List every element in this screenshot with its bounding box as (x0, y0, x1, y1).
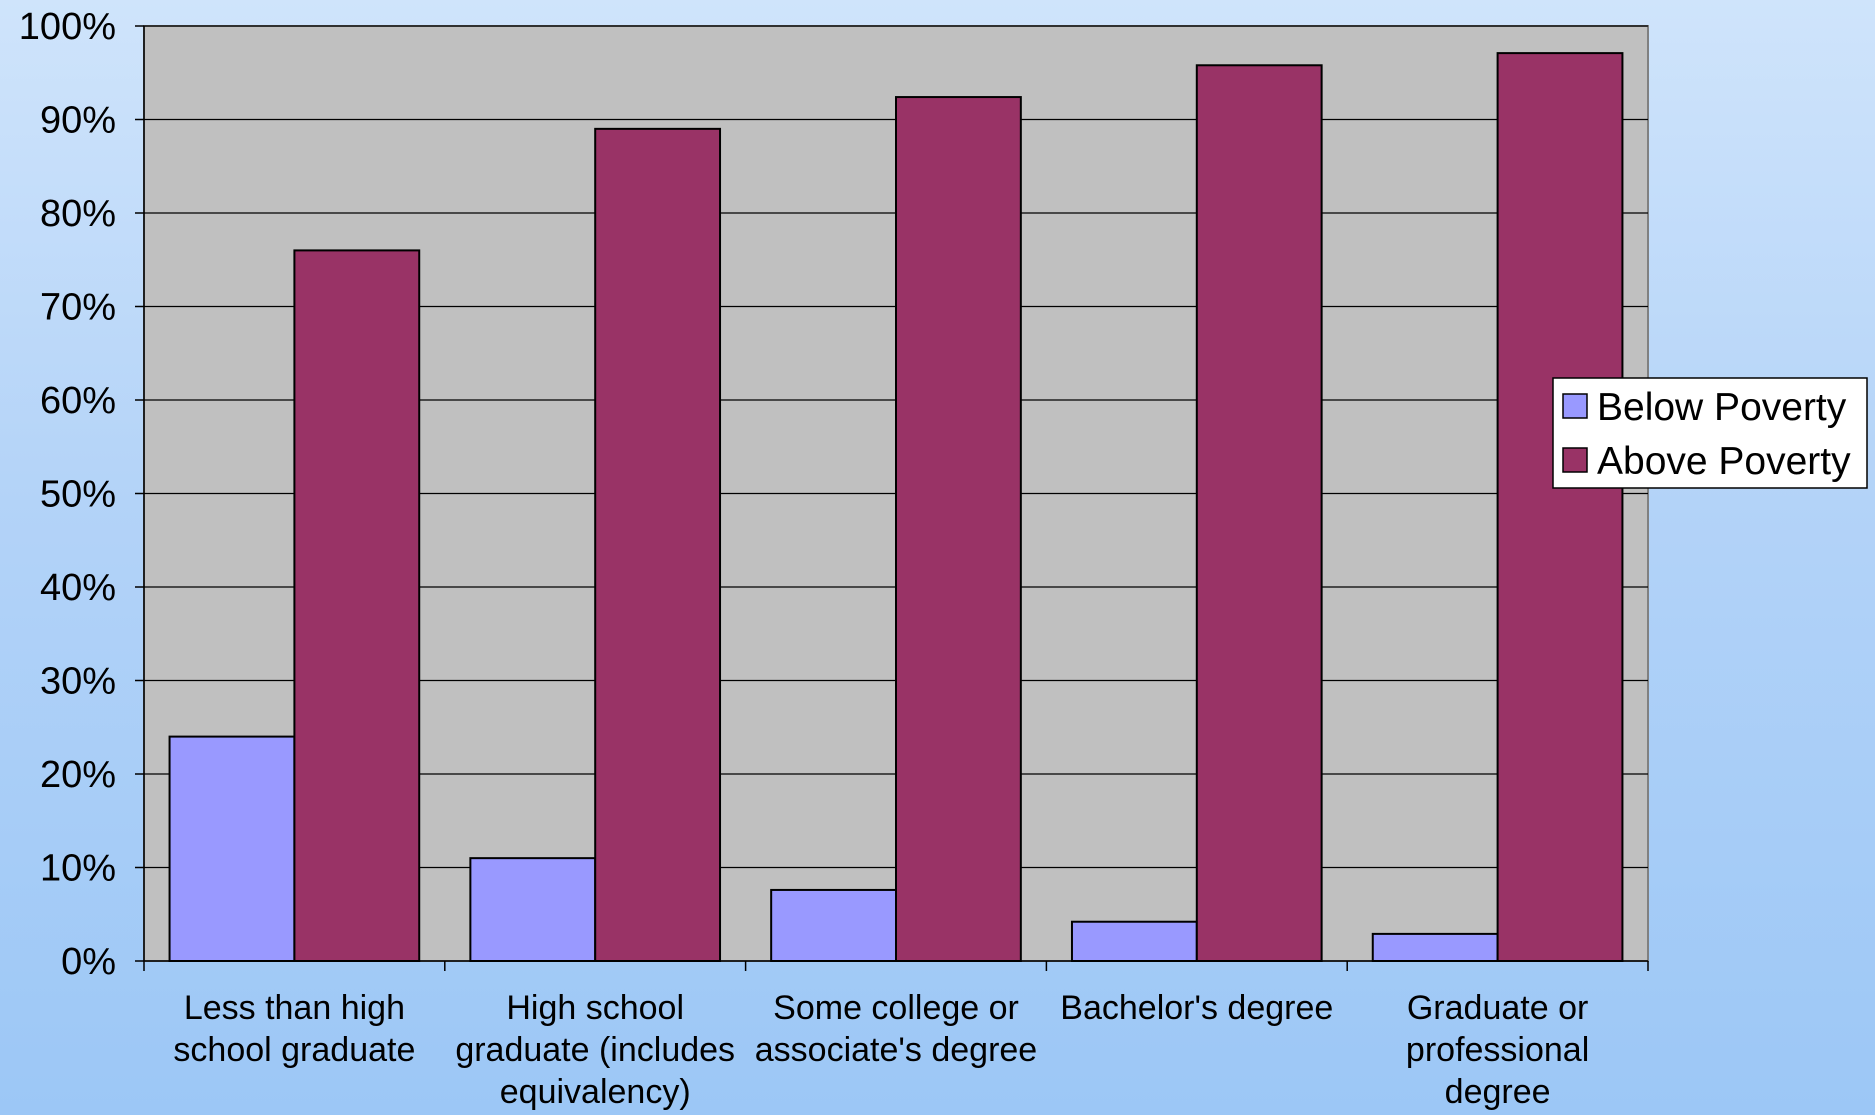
y-axis-ticks: 0% 10% 20% 30% 40% 50% 60% 70% 80% 90% 100% (19, 6, 144, 983)
legend-label: Above Poverty (1597, 440, 1851, 483)
x-category-label: Graduate or professional degree (1406, 989, 1589, 1111)
x-category-label-line: Graduate or (1407, 989, 1588, 1027)
x-category-label-line: High school (506, 989, 684, 1027)
legend-label: Below Poverty (1597, 386, 1847, 429)
x-category-label: Less than high school graduate (173, 989, 415, 1069)
x-category-label-line: Bachelor's degree (1060, 989, 1333, 1027)
y-tick-label: 60% (40, 380, 116, 422)
bar-below-poverty (168, 735, 296, 962)
x-category-label-line: graduate (includes (455, 1031, 735, 1069)
x-category-label-line: equivalency) (500, 1073, 691, 1111)
y-tick-label: 70% (40, 287, 116, 329)
y-tick-label: 50% (40, 474, 116, 516)
x-category-label-line: Some college or (773, 989, 1019, 1027)
x-axis-ticks: Less than high school graduate High school… (143, 961, 1649, 1111)
x-category-label: Some college or associate's degree (755, 989, 1037, 1069)
x-category-label-line: degree (1445, 1073, 1551, 1111)
y-tick-label: 30% (40, 661, 116, 703)
legend-swatch (1562, 447, 1588, 473)
y-tick-label: 20% (40, 754, 116, 796)
y-tick-label: 10% (40, 848, 116, 890)
bar-below-poverty (1371, 932, 1499, 963)
bar-below-poverty (469, 857, 597, 963)
x-category-label-line: professional (1406, 1031, 1589, 1069)
y-tick-label: 100% (19, 6, 116, 48)
bar-above-poverty (1195, 64, 1323, 962)
legend-box (1552, 377, 1868, 489)
x-category-label-line: associate's degree (755, 1031, 1037, 1069)
x-category-label-line: school graduate (173, 1031, 415, 1069)
y-tick-label: 80% (40, 193, 116, 235)
bar-below-poverty (1070, 920, 1198, 962)
y-tick-label: 90% (40, 100, 116, 142)
bar-above-poverty (1496, 52, 1624, 963)
bar-above-poverty (895, 96, 1022, 962)
bar-above-poverty (293, 249, 421, 962)
y-tick-label: 0% (61, 941, 116, 983)
bar-below-poverty (770, 888, 898, 962)
y-tick-label: 40% (40, 567, 116, 609)
bar-above-poverty (594, 127, 722, 963)
legend-swatch (1562, 393, 1588, 419)
legend: Below Poverty Above Poverty (1552, 377, 1868, 489)
x-category-label: High school graduate (includes equivalency… (455, 989, 735, 1111)
x-category-label: Bachelor's degree (1060, 989, 1333, 1027)
x-category-label-line: Less than high (184, 989, 405, 1027)
